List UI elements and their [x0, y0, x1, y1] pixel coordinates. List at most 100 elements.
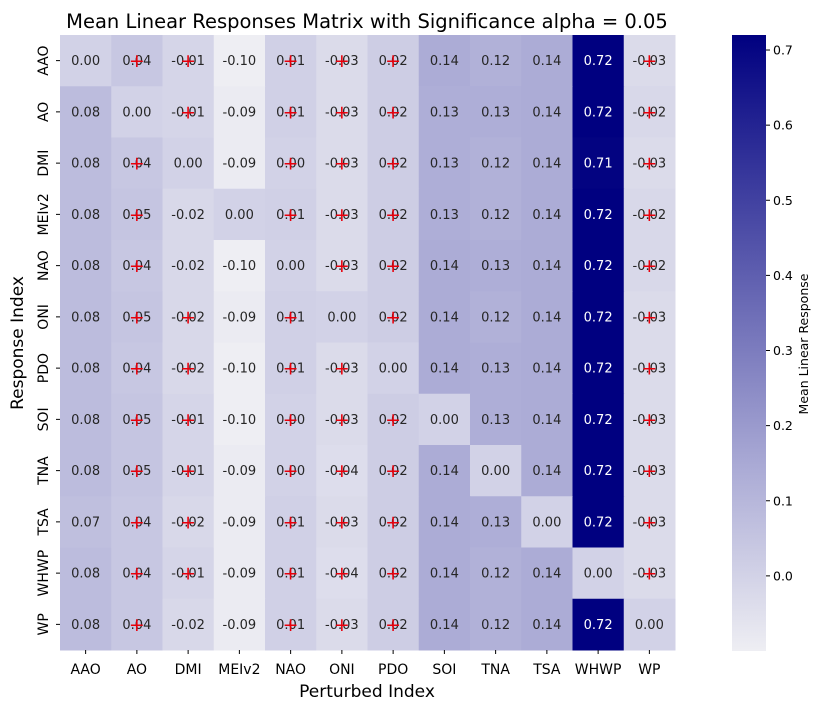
heatmap-cell — [418, 598, 471, 651]
cell-value-label: 0.13 — [481, 105, 510, 120]
heatmap-cell — [213, 291, 266, 343]
heatmap-cell — [111, 496, 163, 548]
cell-value-label: 0.08 — [71, 310, 100, 325]
cell-value-label: 0.71 — [584, 157, 613, 172]
cell-value-label: -0.03 — [325, 362, 359, 377]
heatmap-cell — [111, 393, 163, 446]
cell-value-label: -0.02 — [633, 105, 667, 120]
cell-value-label: -0.03 — [633, 54, 667, 69]
cell-value-label: 0.00 — [122, 105, 151, 120]
cell-value-label: 0.13 — [481, 362, 510, 377]
cell-value-label: 0.14 — [430, 618, 459, 633]
heatmap-cell — [265, 445, 317, 497]
cell-value-label: -0.03 — [325, 208, 359, 223]
heatmap-cell — [418, 342, 471, 395]
heatmap-cell — [418, 445, 471, 497]
heatmap-cell — [316, 240, 368, 292]
cell-value-label: 0.00 — [430, 413, 459, 428]
cell-value-label: -0.01 — [171, 54, 205, 69]
cell-value-label: 0.14 — [430, 362, 459, 377]
heatmap-cell — [572, 291, 625, 343]
heatmap-cell — [572, 86, 625, 138]
x-tick-label: AO — [127, 662, 147, 678]
heatmap-cell — [470, 547, 522, 600]
cell-value-label: 0.14 — [430, 259, 459, 274]
heatmap-cell — [60, 188, 112, 241]
heatmap-cell — [60, 86, 112, 138]
heatmap-cell — [470, 598, 522, 651]
cell-value-label: 0.14 — [430, 310, 459, 325]
cell-value-label: -0.03 — [633, 567, 667, 582]
cell-value-label: 0.08 — [71, 105, 100, 120]
cell-value-label: 0.14 — [532, 157, 561, 172]
significance-marker: + — [641, 101, 657, 123]
heatmap-cell — [521, 342, 573, 395]
heatmap-cell — [418, 188, 471, 241]
cell-value-label: 0.04 — [122, 54, 151, 69]
cell-value-label: 0.00 — [276, 259, 305, 274]
cell-value-label: 0.00 — [276, 464, 305, 479]
heatmap-cell — [470, 393, 522, 446]
heatmap-cell — [316, 86, 368, 138]
cell-value-label: -0.01 — [171, 464, 205, 479]
significance-marker: + — [334, 614, 350, 636]
cell-value-label: 0.08 — [71, 157, 100, 172]
cell-value-label: 0.04 — [122, 567, 151, 582]
significance-marker: + — [641, 255, 657, 277]
cell-value-label: -0.09 — [223, 464, 257, 479]
cell-value-label: 0.72 — [584, 464, 613, 479]
heatmap-cell — [367, 188, 420, 241]
heatmap-cells: 0.00 0.04+ -0.01+ -0.10 0.01+ -0.03+ 0.02+ 0.14… — [60, 35, 676, 651]
heatmap-cell — [213, 342, 266, 395]
cell-value-label: 0.04 — [122, 618, 151, 633]
heatmap-cell — [470, 137, 522, 190]
heatmap-cell — [213, 137, 266, 190]
x-tick-label: ONI — [329, 662, 355, 678]
heatmap-cell — [316, 188, 368, 241]
heatmap-cell — [572, 496, 625, 548]
significance-marker: + — [334, 358, 350, 380]
heatmap-cell — [367, 393, 420, 446]
heatmap-cell — [111, 35, 163, 87]
heatmap-cell — [470, 86, 522, 138]
heatmap-cell — [367, 445, 420, 497]
cell-value-label: 0.13 — [481, 413, 510, 428]
cell-value-label: 0.14 — [532, 567, 561, 582]
cell-value-label: 0.12 — [481, 310, 510, 325]
cell-value-label: 0.02 — [379, 413, 408, 428]
heatmap-cell — [265, 393, 317, 446]
colorbar-label: Mean Linear Response — [796, 273, 811, 414]
cell-value-label: 0.00 — [174, 157, 203, 172]
cell-value-label: -0.10 — [223, 413, 257, 428]
cell-value-label: 0.14 — [532, 259, 561, 274]
heatmap-cell — [162, 342, 215, 395]
cell-value-label: 0.14 — [532, 105, 561, 120]
heatmap-cell — [521, 547, 573, 600]
heatmap-cell — [60, 445, 112, 497]
heatmap-cell — [111, 86, 163, 138]
cell-value-label: 0.08 — [71, 618, 100, 633]
significance-marker: + — [641, 204, 657, 226]
heatmap-cell — [162, 137, 215, 190]
significance-marker: + — [283, 614, 299, 636]
heatmap-cell — [111, 137, 163, 190]
heatmap-cell — [367, 291, 420, 343]
cell-value-label: -0.01 — [171, 413, 205, 428]
cell-value-label: 0.12 — [481, 618, 510, 633]
heatmap-cell — [316, 137, 368, 190]
cell-value-label: -0.03 — [325, 259, 359, 274]
heatmap-cell — [60, 137, 112, 190]
cell-value-label: 0.04 — [122, 362, 151, 377]
heatmap-cell — [265, 35, 317, 87]
y-tick-label: WHWP — [36, 550, 52, 597]
colorbar-tick-label: 0.5 — [773, 193, 793, 208]
heatmap-cell — [470, 35, 522, 87]
cell-value-label: -0.09 — [223, 618, 257, 633]
significance-marker: + — [641, 153, 657, 175]
heatmap-cell — [367, 240, 420, 292]
heatmap-cell — [162, 35, 215, 87]
heatmap-cell — [572, 547, 625, 600]
cell-value-label: 0.12 — [481, 157, 510, 172]
significance-marker: + — [385, 153, 401, 175]
heatmap-cell — [572, 342, 625, 395]
